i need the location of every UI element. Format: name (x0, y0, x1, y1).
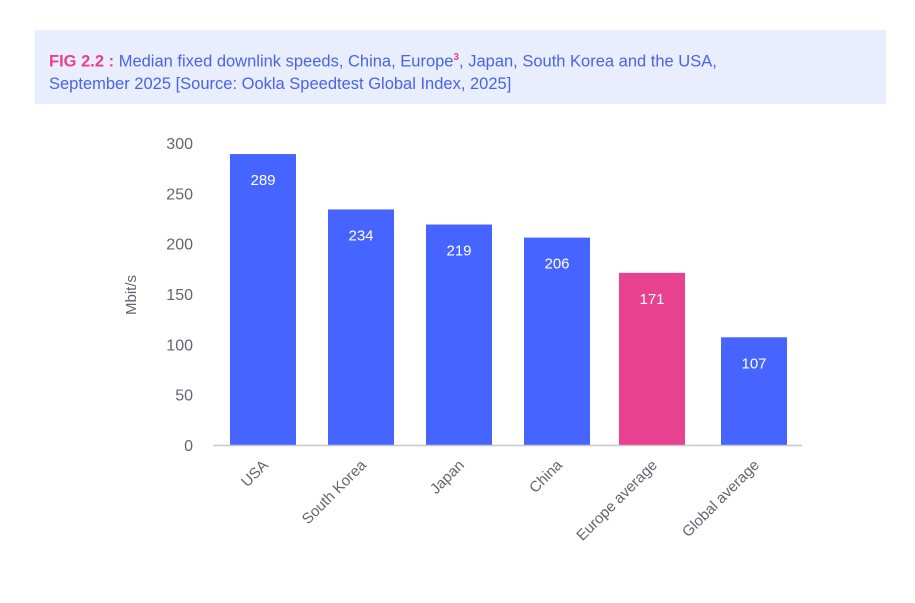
data-label: 107 (741, 355, 766, 372)
x-tick-label: Europe average (573, 457, 661, 545)
y-tick-label: 100 (166, 337, 193, 354)
bar (619, 272, 685, 445)
x-tick-label: USA (238, 457, 272, 491)
y-tick-label: 200 (166, 237, 193, 254)
footnote-marker: 3 (453, 52, 460, 63)
data-label: 206 (544, 256, 569, 273)
bar (230, 154, 296, 445)
x-tick-label: South Korea (299, 456, 370, 527)
bar (721, 337, 787, 445)
y-tick-label: 0 (184, 438, 193, 455)
bar (524, 237, 590, 445)
y-tick-label: 50 (175, 388, 193, 405)
bar (426, 224, 492, 445)
figure-caption: FIG 2.2 : Median fixed downlink speeds, … (35, 30, 886, 104)
caption-text: Median fixed downlink speeds, China, Eur… (114, 52, 454, 71)
caption-line2: September 2025 [Source: Ookla Speedtest … (49, 74, 512, 93)
x-tick-label: Japan (427, 457, 468, 498)
y-tick-label: 250 (166, 186, 193, 203)
y-tick-label: 300 (166, 136, 193, 153)
figure-label: FIG 2.2 : (49, 52, 115, 71)
bar (328, 209, 394, 445)
x-tick-label: China (526, 456, 566, 496)
data-label: 219 (446, 243, 471, 260)
data-label: 234 (348, 227, 373, 244)
y-tick-label: 150 (166, 287, 193, 304)
caption-text-2: , Japan, South Korea and the USA, (459, 52, 717, 71)
data-label: 171 (639, 291, 664, 308)
x-tick-label: Global average (679, 457, 763, 541)
y-axis-label: Mbit/s (123, 275, 140, 315)
data-label: 289 (250, 172, 275, 189)
